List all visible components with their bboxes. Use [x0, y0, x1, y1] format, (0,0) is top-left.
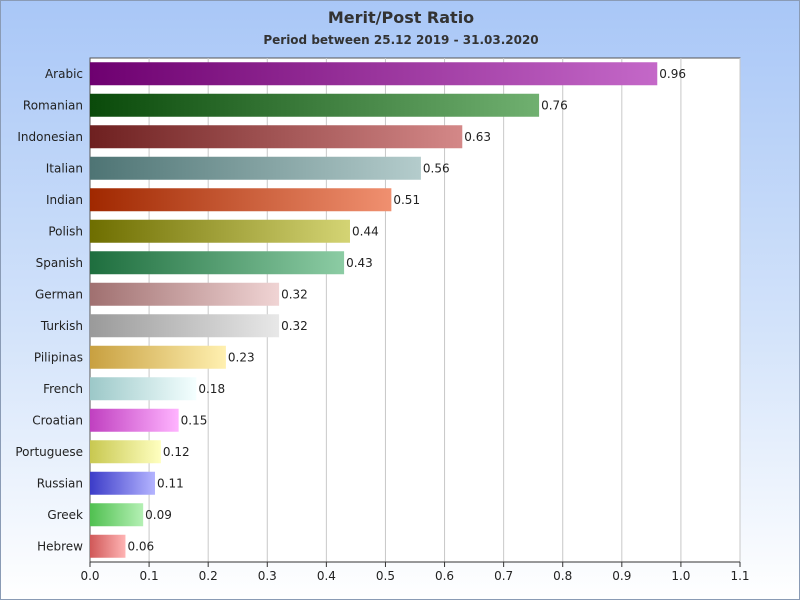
- x-axis: 0.0 0.1 0.2 0.3 0.4 0.5 0.6 0.7 0.8 0.9 1.0 1.1: [80, 561, 750, 583]
- bar-arabic: [90, 62, 658, 86]
- category-label: Arabic: [45, 67, 83, 81]
- value-label: 0.15: [181, 413, 208, 427]
- bar-croatian: [90, 408, 179, 432]
- category-label: Indian: [46, 193, 83, 207]
- x-tick-label: 1.1: [730, 569, 749, 583]
- bar-german: [90, 282, 280, 306]
- bar-french: [90, 377, 197, 401]
- bar-polish: [90, 219, 350, 243]
- chart-title: Merit/Post Ratio: [327, 8, 475, 27]
- value-label: 0.32: [281, 319, 308, 333]
- value-label: 0.09: [145, 508, 172, 522]
- value-label: 0.63: [464, 130, 491, 144]
- category-label: Croatian: [32, 413, 83, 427]
- bar-indian: [90, 188, 392, 212]
- category-label: Hebrew: [37, 539, 83, 553]
- x-tick-label: 0.9: [612, 569, 631, 583]
- chart-subtitle: Period between 25.12 2019 - 31.03.2020: [263, 33, 539, 47]
- value-label: 0.11: [157, 476, 184, 490]
- value-label: 0.96: [659, 67, 686, 81]
- bar-turkish: [90, 314, 280, 338]
- value-label: 0.12: [163, 445, 190, 459]
- x-tick-label: 0.7: [494, 569, 513, 583]
- bar-greek: [90, 503, 144, 527]
- category-label: Spanish: [36, 256, 83, 270]
- bar-indonesian: [90, 125, 463, 149]
- x-tick-label: 0.1: [140, 569, 159, 583]
- value-label: 0.44: [352, 224, 379, 238]
- x-tick-label: 0.2: [199, 569, 218, 583]
- value-label: 0.06: [127, 539, 154, 553]
- bar-russian: [90, 471, 155, 495]
- category-label: German: [35, 287, 83, 301]
- x-tick-label: 1.0: [671, 569, 690, 583]
- category-label: Polish: [48, 224, 83, 238]
- x-tick-label: 0.8: [553, 569, 572, 583]
- bar-romanian: [90, 93, 540, 117]
- category-label: Greek: [47, 508, 83, 522]
- category-label: Italian: [46, 161, 83, 175]
- value-label: 0.51: [393, 193, 420, 207]
- x-tick-label: 0.5: [376, 569, 395, 583]
- bar-pilipinas: [90, 345, 226, 369]
- value-label: 0.56: [423, 161, 450, 175]
- bar-hebrew: [90, 534, 126, 558]
- value-label: 0.32: [281, 287, 308, 301]
- bars: [90, 62, 658, 558]
- category-label: Indonesian: [17, 130, 83, 144]
- category-label: Romanian: [23, 98, 83, 112]
- bar-portuguese: [90, 440, 161, 464]
- bar-italian: [90, 156, 421, 180]
- category-label: Russian: [37, 476, 83, 490]
- bar-spanish: [90, 251, 345, 275]
- category-label: Turkish: [40, 319, 83, 333]
- x-tick-label: 0.3: [258, 569, 277, 583]
- value-label: 0.23: [228, 350, 255, 364]
- category-label: French: [43, 382, 83, 396]
- value-label: 0.43: [346, 256, 373, 270]
- x-tick-label: 0.4: [317, 569, 336, 583]
- value-label: 0.18: [198, 382, 225, 396]
- category-label: Portuguese: [15, 445, 83, 459]
- value-label: 0.76: [541, 98, 568, 112]
- category-label: Pilipinas: [34, 350, 83, 364]
- x-tick-label: 0.6: [435, 569, 454, 583]
- labels: Arabic 0.96 Romanian 0.76 Indonesian 0.63 Ital…: [15, 67, 686, 554]
- x-tick-label: 0.0: [80, 569, 99, 583]
